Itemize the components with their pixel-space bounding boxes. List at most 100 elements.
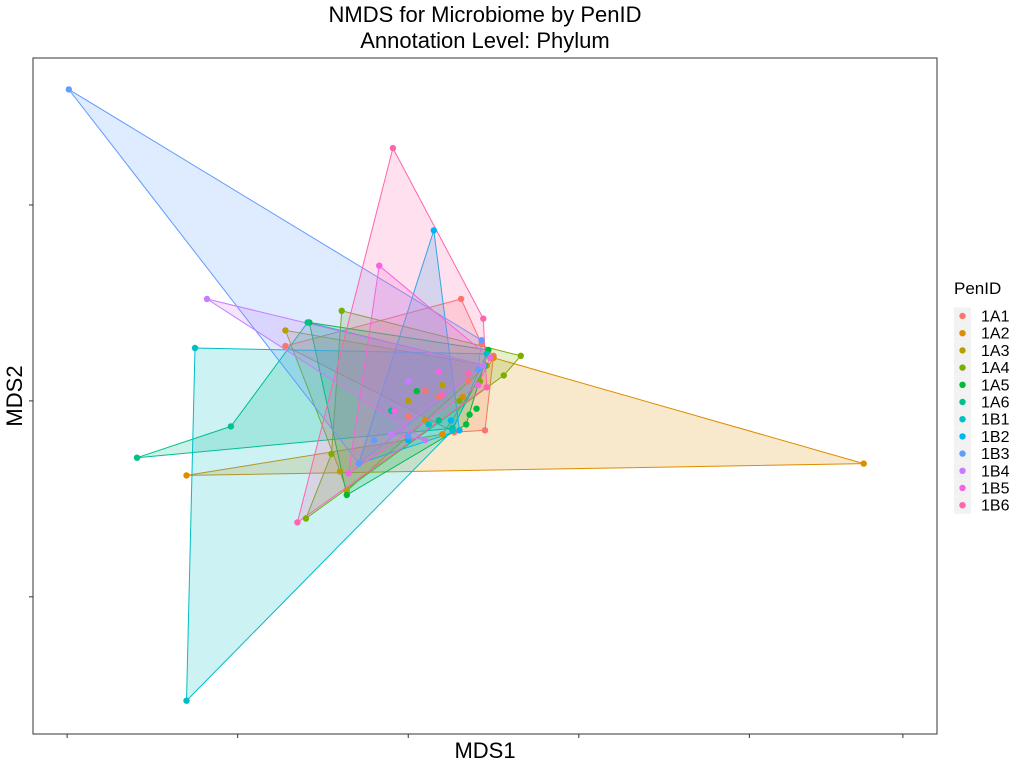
legend-item-1B2: 1B2 <box>954 427 1010 446</box>
points-layer <box>65 86 867 704</box>
point-1A5-4 <box>466 411 473 418</box>
legend-marker-1B4 <box>959 467 966 474</box>
point-1B2-1 <box>456 427 463 434</box>
point-1B6-2 <box>483 384 490 391</box>
legend-label-1A3: 1A3 <box>981 343 1010 360</box>
point-1A3-4 <box>405 397 412 405</box>
point-1B1-0 <box>191 344 199 352</box>
point-1A1-5 <box>282 342 289 350</box>
legend-item-1A4: 1A4 <box>954 359 1010 377</box>
point-1A5-3 <box>343 491 350 499</box>
legend-item-1B5: 1B5 <box>954 479 1010 498</box>
point-1A5-6 <box>413 387 420 395</box>
y-axis-title: MDS2 <box>2 365 27 426</box>
legend-item-1A6: 1A6 <box>954 393 1010 412</box>
point-1A5-5 <box>473 405 480 412</box>
point-1B4-4 <box>405 378 412 385</box>
legend-label-1B5: 1B5 <box>981 481 1010 498</box>
legend-marker-1B2 <box>959 433 966 440</box>
legend-marker-1A4 <box>959 364 966 371</box>
point-1B6-1 <box>480 315 487 322</box>
point-1B3-3 <box>355 460 362 467</box>
hulls-layer <box>68 88 864 702</box>
point-1A3-0 <box>282 327 289 334</box>
legend-marker-1B6 <box>959 502 966 509</box>
legend-item-1B4: 1B4 <box>954 462 1010 480</box>
legend-title: PenID <box>954 279 1001 298</box>
point-1A1-8 <box>464 378 472 385</box>
legend-label-1B3: 1B3 <box>981 446 1010 463</box>
point-1A6-3 <box>133 454 141 461</box>
legend: PenID 1A11A21A31A41A51A61B11B21B31B41B51… <box>954 279 1010 515</box>
point-1A4-0 <box>338 307 345 314</box>
point-1A1-0 <box>457 295 465 303</box>
point-1A4-4 <box>328 450 335 457</box>
point-1B6-0 <box>389 144 397 152</box>
point-1A4-3 <box>302 515 310 522</box>
point-1A2-2 <box>439 431 446 438</box>
point-1A1-7 <box>405 413 412 420</box>
ticks-layer <box>29 204 904 738</box>
point-1B5-1 <box>486 354 494 361</box>
point-1B5-3 <box>345 470 352 477</box>
legend-label-1B6: 1B6 <box>981 498 1010 515</box>
legend-marker-1A3 <box>959 347 966 354</box>
legend-marker-1B3 <box>959 450 966 457</box>
point-1A5-2 <box>463 421 470 428</box>
point-1B3-5 <box>405 433 412 440</box>
chart-subtitle: Annotation Level: Phylum <box>360 28 610 53</box>
legend-label-1B1: 1B1 <box>981 412 1010 429</box>
legend-label-1B4: 1B4 <box>981 463 1010 480</box>
legend-label-1A5: 1A5 <box>981 377 1010 394</box>
chart-title: NMDS for Microbiome by PenID <box>329 2 642 27</box>
point-1B4-1 <box>480 362 487 369</box>
point-1B6-4 <box>439 391 446 399</box>
point-1A6-0 <box>304 319 311 326</box>
legend-label-1A2: 1A2 <box>981 326 1010 343</box>
plot-panel <box>32 57 938 735</box>
legend-item-1A3: 1A3 <box>954 341 1010 360</box>
point-1B4-0 <box>203 295 211 303</box>
point-1A4-5 <box>456 397 463 405</box>
legend-marker-1B5 <box>959 484 966 492</box>
legend-label-1A1: 1A1 <box>981 309 1010 326</box>
point-1A2-0 <box>860 460 867 467</box>
point-1B2-3 <box>447 417 455 424</box>
legend-item-1A2: 1A2 <box>954 324 1010 343</box>
point-1B6-3 <box>294 519 301 526</box>
point-1B3-4 <box>370 436 378 444</box>
legend-marker-1A6 <box>959 398 966 406</box>
point-1B5-4 <box>435 368 443 375</box>
point-1B2-0 <box>430 227 437 234</box>
point-1B5-2 <box>475 382 482 389</box>
point-1A4-1 <box>517 352 524 359</box>
legend-item-1B1: 1B1 <box>954 410 1010 429</box>
point-1A6-5 <box>435 417 443 424</box>
point-1A3-5 <box>439 382 446 389</box>
point-1B4-2 <box>388 431 395 438</box>
hull-1B2 <box>358 230 460 465</box>
legend-item-1B3: 1B3 <box>954 445 1010 463</box>
legend-label-1B2: 1B2 <box>981 429 1010 446</box>
legend-marker-1B1 <box>959 416 966 423</box>
point-1A4-2 <box>500 372 507 379</box>
point-1A6-4 <box>227 423 235 430</box>
point-1B3-0 <box>65 86 73 93</box>
point-1B5-5 <box>391 407 398 414</box>
point-1A1-6 <box>422 387 429 395</box>
point-1B1-3 <box>183 697 190 704</box>
point-1B1-2 <box>449 427 456 434</box>
legend-item-1A5: 1A5 <box>954 376 1010 394</box>
point-1B3-1 <box>478 337 485 344</box>
point-1A3-3 <box>336 468 344 475</box>
legend-item-1B6: 1B6 <box>954 496 1010 515</box>
legend-marker-1A1 <box>959 312 966 320</box>
point-1B1-4 <box>425 421 432 428</box>
legend-item-1A1: 1A1 <box>954 307 1010 326</box>
legend-marker-1A2 <box>959 330 966 337</box>
legend-label-1A6: 1A6 <box>981 395 1010 412</box>
point-1A2-1 <box>183 472 190 479</box>
point-1B6-5 <box>464 370 472 377</box>
